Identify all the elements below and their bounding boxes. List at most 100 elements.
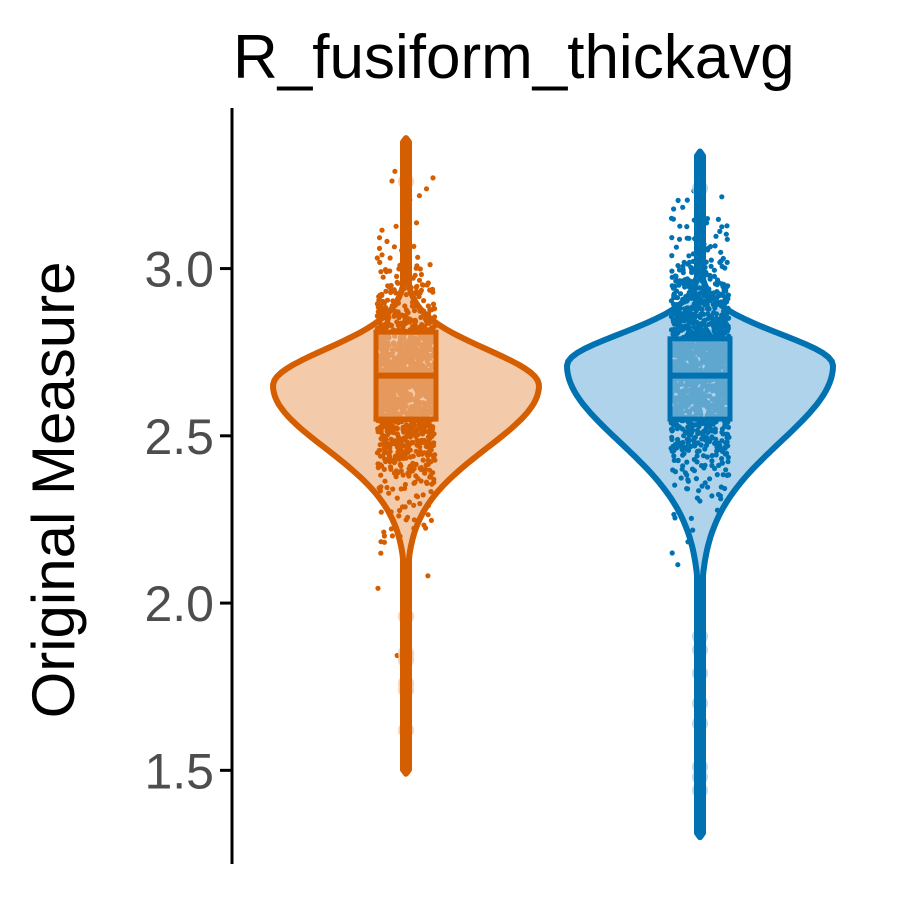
data-point [673, 244, 680, 250]
data-point [675, 562, 681, 568]
data-point [717, 228, 723, 234]
data-point [428, 517, 434, 524]
data-point [427, 262, 433, 268]
chart-title: R_fusiform_thickavg [233, 23, 795, 92]
data-point [420, 457, 426, 463]
data-point [696, 488, 702, 494]
data-point [700, 432, 706, 438]
data-point [679, 444, 685, 450]
data-point [403, 317, 409, 323]
data-point [707, 313, 713, 320]
data-point [384, 484, 390, 491]
data-point [688, 515, 695, 522]
data-point [417, 465, 423, 471]
data-point [403, 312, 409, 319]
violin-group-1 [270, 135, 542, 777]
data-point [671, 321, 677, 327]
data-point [698, 442, 704, 448]
data-point [711, 310, 717, 316]
data-point [723, 440, 729, 446]
data-point [403, 517, 409, 523]
data-point [685, 477, 691, 483]
data-point [395, 280, 401, 286]
data-point [375, 309, 381, 315]
data-point [672, 469, 679, 475]
data-point [412, 432, 418, 438]
data-point [684, 197, 690, 203]
data-point [701, 465, 707, 471]
data-point [690, 527, 696, 533]
data-point [668, 327, 675, 333]
data-point [375, 461, 381, 467]
data-point [716, 441, 722, 447]
data-point [425, 303, 431, 309]
data-point [689, 421, 695, 427]
data-point [689, 306, 695, 312]
data-point [409, 468, 416, 474]
data-point [705, 247, 711, 253]
data-point [725, 292, 732, 298]
violin-outline [564, 148, 836, 841]
data-point [685, 440, 691, 446]
data-point [378, 550, 384, 556]
data-point [684, 224, 690, 230]
data-point [383, 421, 389, 427]
data-point [407, 447, 413, 453]
data-point [684, 459, 690, 465]
data-point [417, 266, 423, 272]
data-point [421, 298, 427, 304]
violin-group-2 [564, 148, 836, 841]
data-point [384, 319, 390, 325]
data-point [712, 243, 718, 249]
data-point [713, 452, 719, 458]
data-point [696, 313, 702, 319]
data-point [685, 326, 691, 332]
data-point [716, 327, 722, 333]
data-point [399, 321, 405, 327]
data-point [691, 435, 697, 441]
data-point [377, 424, 383, 431]
data-point [696, 303, 702, 309]
data-point [377, 453, 384, 459]
data-point [378, 509, 384, 515]
data-point [712, 305, 718, 311]
data-point [410, 439, 416, 445]
data-point [719, 460, 726, 466]
data-point [695, 421, 702, 427]
data-point [680, 204, 686, 210]
y-axis-ticks: 1.5 2.0 2.5 3.0 [144, 242, 232, 799]
data-point [718, 249, 724, 255]
data-point [674, 445, 680, 451]
data-point [380, 274, 386, 280]
data-point [415, 438, 422, 444]
data-point [725, 472, 731, 478]
data-point [676, 439, 682, 446]
y-axis-label: Original Measure [20, 262, 87, 719]
data-point [423, 479, 430, 485]
data-point [417, 444, 423, 450]
data-point [402, 303, 408, 309]
data-point [398, 468, 404, 474]
data-point [391, 244, 397, 250]
data-point [379, 436, 385, 442]
data-point [423, 186, 430, 192]
data-point [413, 265, 419, 271]
data-point [414, 283, 420, 289]
data-point [680, 439, 686, 446]
data-point [702, 437, 709, 443]
data-point [717, 493, 724, 499]
data-point [704, 328, 710, 334]
data-point [720, 255, 726, 262]
data-point [429, 307, 435, 313]
data-point [709, 458, 715, 464]
data-point [381, 300, 387, 306]
data-point [685, 313, 691, 319]
data-point [393, 223, 399, 229]
data-point [681, 310, 687, 316]
data-point [406, 499, 412, 505]
data-point [376, 325, 382, 331]
data-point [379, 252, 385, 258]
data-point [421, 522, 427, 528]
data-point [388, 441, 394, 447]
data-point [674, 278, 680, 284]
